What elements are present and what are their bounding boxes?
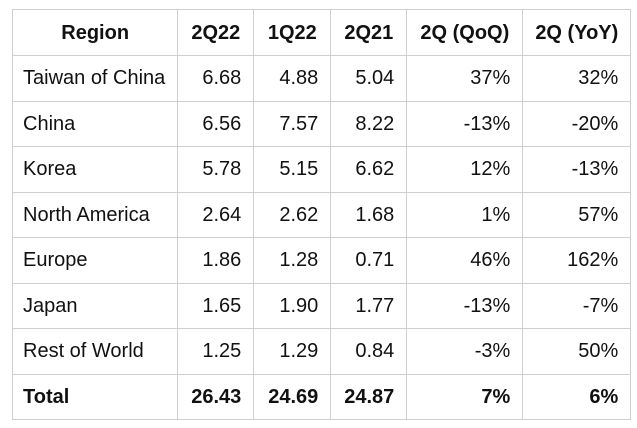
value-cell-2q21: 1.77 bbox=[330, 282, 408, 329]
value-cell-qoq: 12% bbox=[406, 146, 524, 193]
value-cell-qoq: 37% bbox=[406, 55, 524, 102]
value-cell-yoy: 162% bbox=[522, 237, 632, 284]
value-cell-1q22: 2.62 bbox=[253, 191, 332, 238]
value-cell-2q21: 0.84 bbox=[330, 328, 408, 375]
table-row: Taiwan of China 6.68 4.88 5.04 37% 32% bbox=[11, 55, 632, 102]
value-cell-2q22: 6.56 bbox=[177, 100, 255, 147]
value-cell-2q21: 1.68 bbox=[330, 191, 408, 238]
regional-sales-table: Region 2Q22 1Q22 2Q21 2Q (QoQ) 2Q (YoY) … bbox=[11, 9, 632, 420]
column-header-2q22: 2Q22 bbox=[177, 9, 255, 56]
value-cell-2q22: 5.78 bbox=[177, 146, 255, 193]
table-row: Japan 1.65 1.90 1.77 -13% -7% bbox=[11, 282, 632, 329]
value-cell-2q21: 5.04 bbox=[330, 55, 408, 102]
column-header-yoy: 2Q (YoY) bbox=[522, 9, 632, 56]
total-cell-1q22: 24.69 bbox=[253, 373, 332, 420]
value-cell-yoy: 50% bbox=[522, 328, 632, 375]
total-cell-2q21: 24.87 bbox=[330, 373, 408, 420]
value-cell-2q21: 8.22 bbox=[330, 100, 408, 147]
column-header-qoq: 2Q (QoQ) bbox=[406, 9, 524, 56]
region-cell: China bbox=[11, 100, 179, 147]
column-header-1q22: 1Q22 bbox=[253, 9, 332, 56]
value-cell-qoq: -13% bbox=[406, 100, 524, 147]
value-cell-yoy: -7% bbox=[522, 282, 632, 329]
column-header-region: Region bbox=[11, 9, 179, 56]
region-cell: North America bbox=[11, 191, 179, 238]
value-cell-1q22: 4.88 bbox=[253, 55, 332, 102]
value-cell-1q22: 1.28 bbox=[253, 237, 332, 284]
total-cell-qoq: 7% bbox=[406, 373, 524, 420]
value-cell-2q22: 1.25 bbox=[177, 328, 255, 375]
value-cell-qoq: 46% bbox=[406, 237, 524, 284]
total-label: Total bbox=[11, 373, 179, 420]
value-cell-yoy: -13% bbox=[522, 146, 632, 193]
value-cell-qoq: -13% bbox=[406, 282, 524, 329]
region-cell: Taiwan of China bbox=[11, 55, 179, 102]
region-cell: Europe bbox=[11, 237, 179, 284]
total-row: Total 26.43 24.69 24.87 7% 6% bbox=[11, 373, 632, 420]
region-cell: Japan bbox=[11, 282, 179, 329]
value-cell-yoy: 32% bbox=[522, 55, 632, 102]
total-cell-yoy: 6% bbox=[522, 373, 632, 420]
value-cell-2q22: 1.65 bbox=[177, 282, 255, 329]
value-cell-2q22: 6.68 bbox=[177, 55, 255, 102]
value-cell-2q21: 0.71 bbox=[330, 237, 408, 284]
region-cell: Korea bbox=[11, 146, 179, 193]
value-cell-yoy: 57% bbox=[522, 191, 632, 238]
table-header-row: Region 2Q22 1Q22 2Q21 2Q (QoQ) 2Q (YoY) bbox=[11, 9, 632, 56]
value-cell-1q22: 1.29 bbox=[253, 328, 332, 375]
table-row: Rest of World 1.25 1.29 0.84 -3% 50% bbox=[11, 328, 632, 375]
value-cell-2q22: 1.86 bbox=[177, 237, 255, 284]
value-cell-1q22: 5.15 bbox=[253, 146, 332, 193]
value-cell-qoq: 1% bbox=[406, 191, 524, 238]
table-row: North America 2.64 2.62 1.68 1% 57% bbox=[11, 191, 632, 238]
value-cell-1q22: 7.57 bbox=[253, 100, 332, 147]
table-row: Korea 5.78 5.15 6.62 12% -13% bbox=[11, 146, 632, 193]
region-cell: Rest of World bbox=[11, 328, 179, 375]
total-cell-2q22: 26.43 bbox=[177, 373, 255, 420]
column-header-2q21: 2Q21 bbox=[330, 9, 408, 56]
value-cell-qoq: -3% bbox=[406, 328, 524, 375]
table-row: China 6.56 7.57 8.22 -13% -20% bbox=[11, 100, 632, 147]
value-cell-yoy: -20% bbox=[522, 100, 632, 147]
value-cell-2q22: 2.64 bbox=[177, 191, 255, 238]
value-cell-1q22: 1.90 bbox=[253, 282, 332, 329]
table-row: Europe 1.86 1.28 0.71 46% 162% bbox=[11, 237, 632, 284]
value-cell-2q21: 6.62 bbox=[330, 146, 408, 193]
